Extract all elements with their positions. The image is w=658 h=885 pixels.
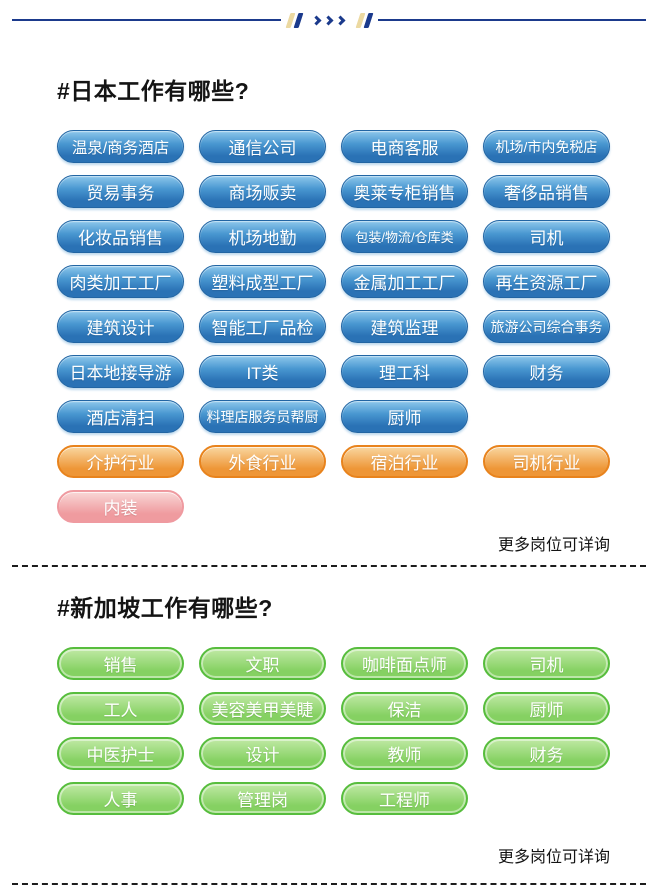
job-tag-button[interactable]: 机场地勤 (199, 220, 326, 253)
job-tag-button[interactable]: 金属加工工厂 (341, 265, 468, 298)
job-tag-button[interactable]: 咖啡面点师 (341, 647, 468, 680)
more-positions-note: 更多岗位可详询 (497, 537, 610, 554)
job-tag-button[interactable]: 塑料成型工厂 (199, 265, 326, 298)
job-tag-button[interactable]: 财务 (483, 737, 610, 770)
section-title-japan: #日本工作有哪些? (57, 78, 250, 104)
job-tag-button[interactable]: 机场/市内免税店 (483, 130, 610, 163)
divider-line (12, 19, 281, 21)
job-tag-button[interactable]: 电商客服 (341, 130, 468, 163)
job-tag-button[interactable]: 宿泊行业 (341, 445, 468, 478)
content: #日本工作有哪些? 温泉/商务酒店 通信公司 电商客服 机场/市内免税店贸易事务 商场贩… (12, 72, 646, 885)
job-tag-button[interactable]: 理工科 (341, 355, 468, 388)
job-tag-button[interactable]: 建筑监理 (341, 310, 468, 343)
job-tag-button[interactable]: 厨师 (483, 692, 610, 725)
divider-line (377, 19, 646, 21)
job-tag-button[interactable]: 日本地接导游 (57, 355, 184, 388)
job-tag-button[interactable]: 奥莱专柜销售 (341, 175, 468, 208)
chevron-right-icon (335, 15, 345, 25)
job-tag-grid-singapore: 销售 文职 咖啡面点师 司机工人 美容美甲美睫 保洁 厨师中医护士 设计 教师 财务人事 管理岗 工程… (57, 647, 610, 815)
job-tag-button[interactable]: 司机行业 (483, 445, 610, 478)
job-tag-button[interactable]: 中医护士 (57, 737, 184, 770)
job-tag-button[interactable]: 酒店清扫 (57, 400, 184, 433)
job-tag-button[interactable]: 财务 (483, 355, 610, 388)
job-tag-button[interactable]: 料理店服务员帮厨 (199, 400, 326, 433)
job-tag-button[interactable]: 销售 (57, 647, 184, 680)
more-positions-note: 更多岗位可详询 (497, 849, 610, 866)
job-tag-button[interactable]: 设计 (199, 737, 326, 770)
job-tag-button[interactable]: 化妆品销售 (57, 220, 184, 253)
job-tag-button[interactable]: 通信公司 (199, 130, 326, 163)
section-title-singapore: #新加坡工作有哪些? (57, 595, 273, 621)
chevron-right-icon (311, 15, 321, 25)
job-tag-button[interactable]: 再生资源工厂 (483, 265, 610, 298)
job-tag-button[interactable]: 美容美甲美睫 (199, 692, 326, 725)
job-tag-button[interactable]: 智能工厂品检 (199, 310, 326, 343)
job-tag-button[interactable]: 外食行业 (199, 445, 326, 478)
job-tag-button[interactable]: 商场贩卖 (199, 175, 326, 208)
job-tag-button[interactable]: 建筑设计 (57, 310, 184, 343)
job-tag-button[interactable]: 贸易事务 (57, 175, 184, 208)
section-singapore-jobs: #新加坡工作有哪些? 销售 文职 咖啡面点师 司机工人 美容美甲美睫 保洁 厨师中医护士 设计… (57, 589, 610, 867)
top-divider (0, 0, 658, 28)
job-tag-button[interactable]: 司机 (483, 220, 610, 253)
job-tag-button[interactable]: 管理岗 (199, 782, 326, 815)
job-tag-button[interactable]: 工人 (57, 692, 184, 725)
job-tag-button[interactable]: 肉类加工工厂 (57, 265, 184, 298)
job-tag-button[interactable]: IT类 (199, 355, 326, 388)
job-tag-button[interactable]: 人事 (57, 782, 184, 815)
job-tag-grid-japan: 温泉/商务酒店 通信公司 电商客服 机场/市内免税店贸易事务 商场贩卖 奥莱专柜销售 奢侈品… (57, 130, 610, 523)
job-tag-button[interactable]: 介护行业 (57, 445, 184, 478)
job-tag-button[interactable]: 教师 (341, 737, 468, 770)
job-tag-button[interactable]: 司机 (483, 647, 610, 680)
chevron-right-icon (323, 15, 333, 25)
job-tag-button[interactable]: 内装 (57, 490, 184, 523)
job-tag-button[interactable]: 文职 (199, 647, 326, 680)
job-tag-button[interactable]: 工程师 (341, 782, 468, 815)
job-tag-button[interactable]: 包装/物流/仓库类 (341, 220, 468, 253)
job-tag-button[interactable]: 保洁 (341, 692, 468, 725)
job-tag-button[interactable]: 奢侈品销售 (483, 175, 610, 208)
job-tag-button[interactable]: 厨师 (341, 400, 468, 433)
dashed-divider (12, 565, 646, 567)
section-japan-jobs: #日本工作有哪些? 温泉/商务酒店 通信公司 电商客服 机场/市内免税店贸易事务 商场贩… (57, 72, 610, 555)
job-tag-button[interactable]: 旅游公司综合事务 (483, 310, 610, 343)
job-tag-button[interactable]: 温泉/商务酒店 (57, 130, 184, 163)
